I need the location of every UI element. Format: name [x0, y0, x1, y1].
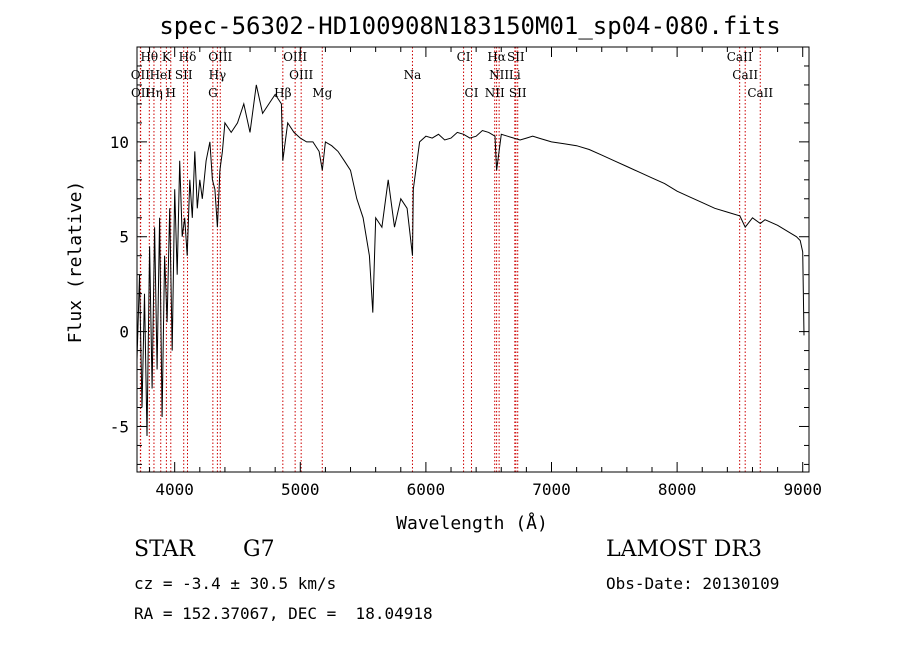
spectral-line-label: NII: [485, 86, 505, 100]
x-tick-label: 6000: [407, 480, 446, 499]
flux-series-line: [136, 84, 805, 437]
spectral-line-label: CaII: [732, 68, 758, 82]
x-axis-label: Wavelength (Å): [396, 512, 548, 534]
spectral-line-label: OIII: [283, 50, 307, 64]
x-tick-label: 9000: [783, 480, 822, 499]
x-tick-label: 5000: [281, 480, 320, 499]
plot-frame: [136, 46, 810, 473]
spectral-line-label: Hθ: [140, 50, 158, 64]
spectral-line-label: NII: [489, 68, 509, 82]
obs-date: Obs-Date: 20130109: [606, 574, 780, 593]
object-class: STAR: [134, 537, 195, 562]
spectral-line-label: Hδ: [179, 50, 197, 64]
spectral-line-label: SII: [175, 68, 193, 82]
coordinates: RA = 152.37067, DEC = 18.04918: [134, 604, 433, 623]
spectral-line-label: OII: [131, 68, 151, 82]
y-tick-label: 5: [119, 228, 129, 247]
spectral-line-label: Mg: [312, 86, 332, 100]
chart-title: spec-56302-HD100908N183150M01_sp04-080.f…: [159, 12, 780, 40]
spectral-line-label: OIII: [208, 50, 232, 64]
x-tick-label: 7000: [532, 480, 571, 499]
x-axis: 4000 5000 6000 7000 8000 9000: [149, 47, 822, 499]
y-axis-label: Flux (relative): [65, 181, 86, 344]
y-tick-label: 10: [110, 133, 129, 152]
redshift-cz: cz = -3.4 ± 30.5 km/s: [134, 574, 337, 593]
spectral-line-label: Hγ: [209, 68, 227, 82]
y-tick-label: -5: [110, 417, 129, 436]
spectral-line-label: CaII: [747, 86, 773, 100]
y-tick-label: 0: [119, 323, 129, 342]
spectral-line-label: CI: [457, 50, 471, 64]
spectral-line-label: OII: [131, 86, 151, 100]
survey-name: LAMOST DR3: [606, 537, 762, 562]
spectral-line-label: OIII: [289, 68, 313, 82]
spectral-line-label: CaII: [727, 50, 753, 64]
spectral-line-label: CI: [465, 86, 479, 100]
spectral-line-label: Na: [404, 68, 422, 82]
spectral-line-label: SII: [509, 86, 527, 100]
spectral-line-label: Li: [509, 68, 521, 82]
spectral-line-label: Hα: [487, 50, 506, 64]
spectral-line-label: SII: [507, 50, 525, 64]
spectral-line-label: HeI: [150, 68, 173, 82]
y-axis: -5 0 5 10: [110, 46, 809, 465]
spectral-line-label: Hη: [145, 86, 163, 100]
spectral-line-label: K: [162, 50, 172, 64]
x-tick-label: 8000: [658, 480, 697, 499]
spectral-subclass: G7: [243, 537, 275, 562]
spectral-line-label: G: [208, 86, 218, 100]
spectral-line-markers: [139, 47, 761, 472]
spectral-line-label: Hβ: [274, 86, 291, 100]
spectral-line-label: H: [166, 86, 176, 100]
x-tick-label: 4000: [155, 480, 194, 499]
